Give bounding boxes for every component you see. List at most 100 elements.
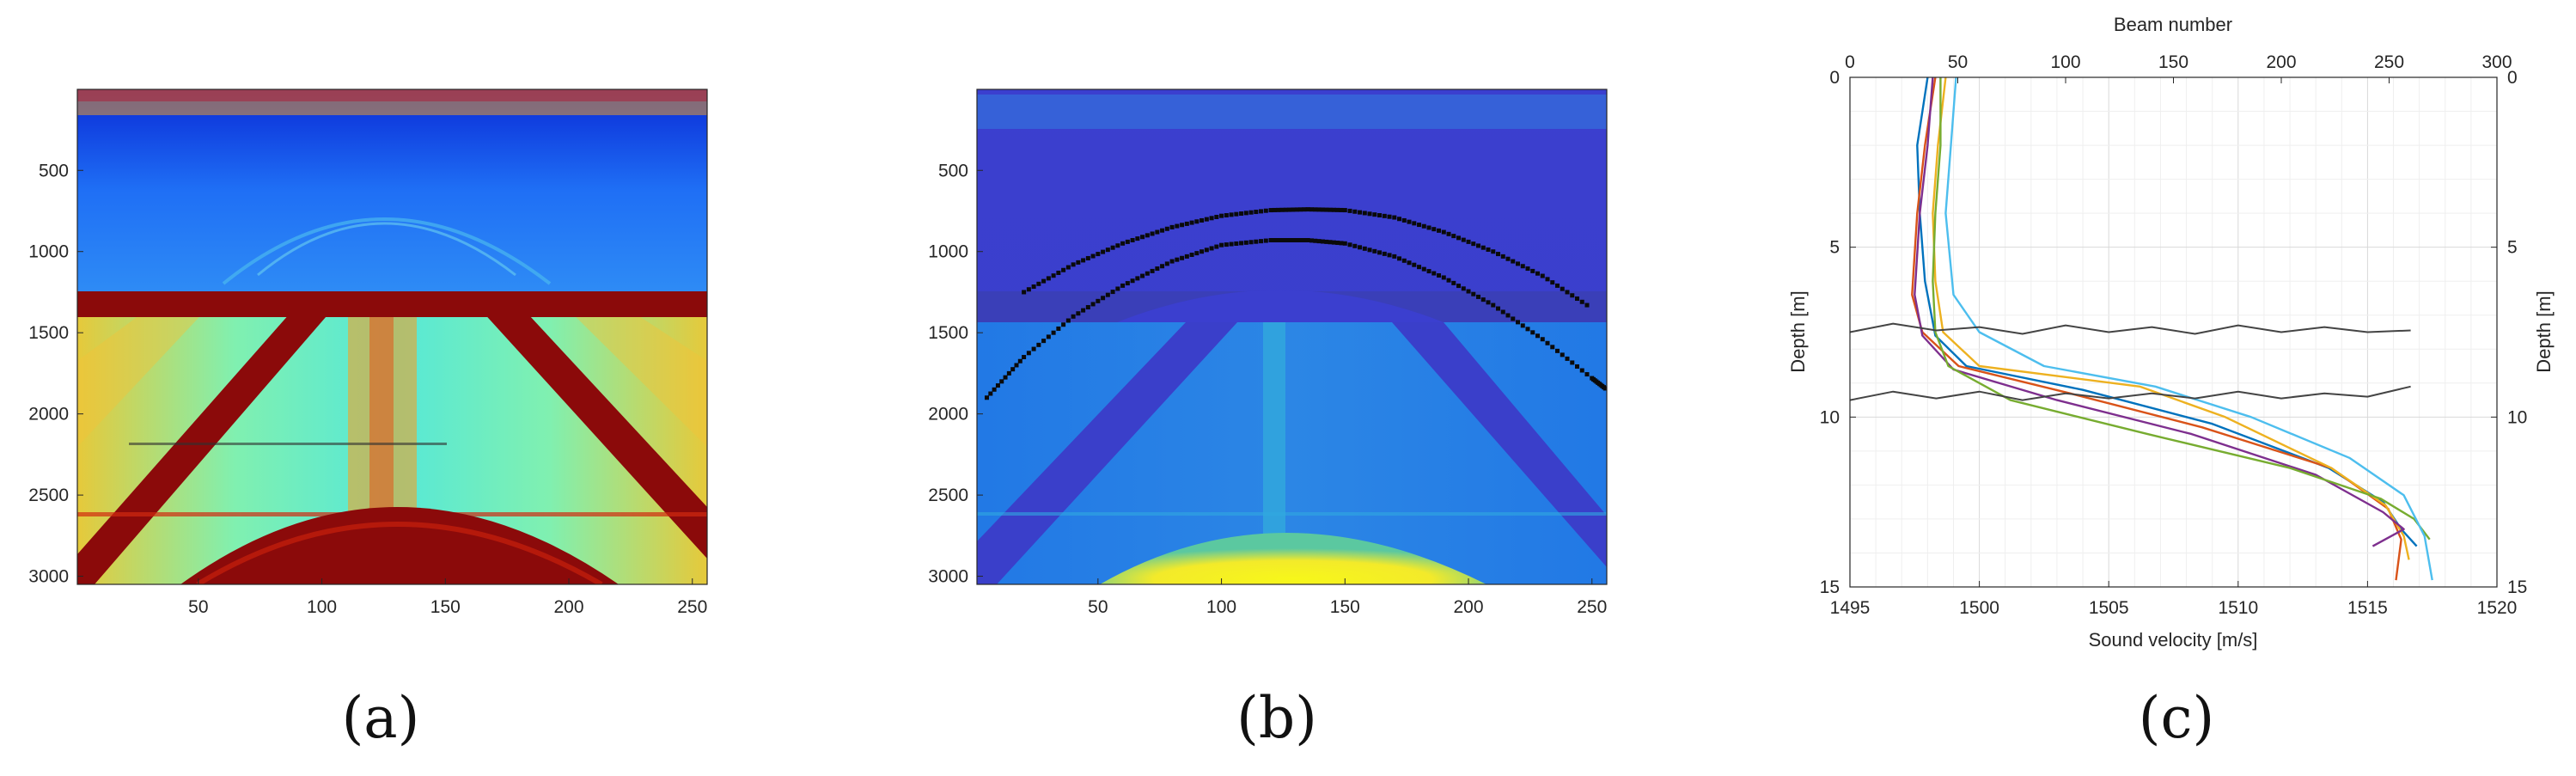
panel-c-xlabel: Sound velocity [m/s] (2089, 629, 2258, 651)
panel-b-arc-1-point (1302, 207, 1307, 212)
panel-b-arc-1-point (1101, 249, 1106, 254)
panel-c-ytick-label: 10 (1820, 407, 1840, 427)
panel-b-arc-2-point (1584, 372, 1590, 377)
panel-b-xtick-label: 250 (1577, 597, 1607, 617)
panel-b-arc-2-point (1175, 257, 1180, 262)
panel-b-arc-2-point (1417, 265, 1422, 270)
panel-b-arc-2-point (1056, 326, 1061, 331)
panel-b-arc-2-point (1194, 251, 1199, 256)
panel-b-arc-2-point (1006, 370, 1011, 376)
panel-b-arc-2-point (1480, 297, 1486, 302)
panel-b: 50 100 150 200 250 500 1000 1500 2000 2500 3000 (928, 89, 1608, 617)
panel-b-arc-1-point (1189, 220, 1194, 225)
panel-b-arc-1-point (1071, 262, 1076, 267)
panel-b-arc-1-point (1437, 228, 1442, 233)
panel-c-ytick-label: 0 (1829, 68, 1840, 88)
panel-c-x2tick-label: 50 (1948, 52, 1968, 72)
panel-b-arc-1-point (1466, 239, 1471, 244)
panel-b-arc-1-point (1550, 280, 1555, 285)
panel-c-y2tick-label: 0 (2507, 68, 2518, 88)
panel-b-arc-1-point (1175, 223, 1180, 229)
panel-a-ytick-label: 2500 (28, 486, 69, 505)
panel-b-arc-1-point (1358, 210, 1363, 215)
panel-b-xtick-label: 150 (1330, 597, 1360, 617)
panel-b-arc-1-point (1031, 284, 1036, 290)
panel-label-b: (b) (1236, 685, 1317, 751)
panel-b-arc-1-point (1051, 273, 1056, 278)
panel-b-arc-1-point (1412, 221, 1417, 226)
panel-b-ticks: 50 100 150 200 250 500 1000 1500 2000 2500 3000 (928, 161, 1607, 617)
panel-b-image (977, 89, 1607, 584)
panel-b-arc-2-point (1003, 375, 1008, 380)
panel-b-arc-2-point (1298, 238, 1303, 243)
panel-b-arc-2-point (1362, 246, 1367, 251)
panel-b-arc-1-point (1535, 271, 1541, 276)
panel-c-ytick-label: 5 (1829, 238, 1840, 258)
panel-b-arc-1-point (1268, 208, 1273, 213)
panel-b-arc-2-point (995, 383, 1000, 388)
panel-b-arc-1-point (1085, 255, 1090, 260)
panel-c-series-4 (1914, 76, 2405, 547)
panel-b-arc-2-point (1017, 358, 1022, 364)
panel-b-arc-1-point (1276, 207, 1281, 212)
panel-c-series (1911, 76, 2433, 581)
panel-b-arc-2-point (1305, 238, 1310, 243)
panel-b-arc-1-point (1520, 264, 1525, 269)
panel-b-arc-1-point (1441, 229, 1446, 235)
panel-b-xtick-label: 50 (1088, 597, 1108, 617)
panel-b-arc-2-point (1516, 320, 1521, 325)
panel-b-arc-1-point (1287, 207, 1292, 212)
panel-a-image (77, 89, 707, 584)
panel-b-arc-1-point (1219, 213, 1224, 218)
panel-b-arc-1-point (1294, 207, 1299, 212)
panel-b-arc-2-point (1204, 247, 1209, 253)
panel-b-arc-1-point (1272, 207, 1277, 212)
panel-c-y2tick-label: 5 (2507, 238, 2518, 258)
panel-b-arc-2-point (1331, 240, 1336, 245)
panel-b-arc-1-point (1471, 241, 1476, 247)
panel-b-arc-1-point (1090, 254, 1096, 259)
panel-c-ylabel: Depth [m] (1787, 290, 1809, 372)
panel-b-arc-1-point (1169, 224, 1175, 229)
panel-b-arc-1-point (1417, 223, 1422, 228)
panel-b-arc-2-point (1061, 322, 1066, 327)
panel-b-arc-2-point (1579, 368, 1584, 373)
panel-b-arc-1-point (1575, 296, 1580, 302)
panel-b-arc-2-point (1199, 249, 1205, 254)
panel-b-arc-1-point (1115, 243, 1120, 248)
panel-b-arc-1-point (1516, 261, 1521, 266)
panel-b-arc-2-point (1446, 278, 1451, 283)
panel-b-arc-2-point (1412, 262, 1417, 267)
panel-b-arc-2-point (1090, 302, 1096, 307)
panel-b-arc-2-point (1239, 241, 1244, 246)
panel-b-arc-2-point (1505, 313, 1511, 318)
panel-c-x2tick-label: 150 (2158, 52, 2188, 72)
panel-b-arc-1-point (1056, 270, 1061, 275)
panel-b-arc-2-point (1342, 241, 1347, 246)
panel-b-arc-2-point (1184, 254, 1189, 259)
panel-b-arc-2-point (1085, 305, 1090, 310)
panel-b-arc-2-point (1352, 243, 1358, 248)
panel-b-arc-2-point (1036, 342, 1041, 347)
panel-b-arc-2-point (1555, 348, 1560, 353)
panel-b-arc-2-point (1302, 238, 1307, 243)
panel-b-arc-1-point (1313, 207, 1318, 212)
panel-b-arc-1-point (1164, 226, 1169, 231)
panel-b-arc-1-point (1199, 217, 1205, 223)
panel-c-overlays (1849, 322, 2411, 401)
panel-b-arc-1-point (1446, 231, 1451, 236)
panel-b-arc-2-point (1135, 276, 1140, 281)
panel-c-lower-wavy (1849, 385, 2411, 401)
panel-b-arc-2-point (1096, 298, 1101, 303)
panel-b-arc-2-point (1426, 269, 1431, 274)
panel-b-xtick-label: 100 (1206, 597, 1236, 617)
panel-label-a: (a) (342, 685, 420, 751)
panel-b-arc-1-point (1234, 211, 1239, 217)
panel-b-arc-1-point (1184, 221, 1189, 226)
panel-b-arc-2-point (1010, 367, 1016, 372)
panel-b-arc-2-point (1367, 247, 1372, 253)
panel-b-arc-1-point (1339, 207, 1344, 212)
panel-b-arc-2-point (1520, 323, 1525, 328)
panel-b-arc-2-point (1115, 286, 1120, 291)
